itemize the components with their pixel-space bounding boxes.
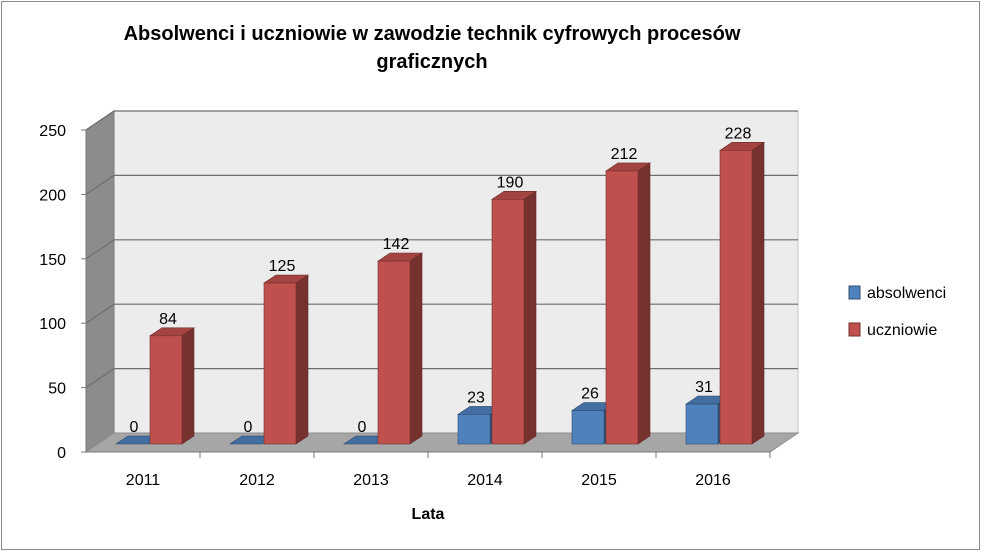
x-tick-label: 2011 xyxy=(126,472,161,489)
data-label: 125 xyxy=(269,258,296,275)
bar xyxy=(685,403,719,445)
legend: absolwenci uczniowie xyxy=(848,285,946,339)
gridline xyxy=(85,174,798,195)
x-axis-title: Lata xyxy=(412,506,445,523)
bar-side xyxy=(523,190,537,445)
x-tick-label: 2014 xyxy=(467,472,503,489)
data-label: 31 xyxy=(695,379,713,396)
bar xyxy=(571,410,605,445)
data-label: 190 xyxy=(497,174,524,191)
gridline xyxy=(85,110,798,131)
gridline xyxy=(85,239,798,260)
gridlines xyxy=(85,110,798,389)
x-tick-label: 2015 xyxy=(581,472,617,489)
legend-swatch xyxy=(848,322,861,337)
data-label: 23 xyxy=(467,389,485,406)
legend-label: uczniowie xyxy=(867,322,937,339)
y-tick-label: 250 xyxy=(39,123,66,140)
legend-swatch xyxy=(848,285,861,300)
data-label: 228 xyxy=(725,125,752,142)
data-label: 0 xyxy=(130,419,139,436)
data-label: 0 xyxy=(244,419,253,436)
x-tick-label: 2016 xyxy=(695,472,731,489)
y-tick-label: 50 xyxy=(48,381,66,398)
data-label: 84 xyxy=(159,311,177,328)
bars: 0 84 0 125 0 142 23 190 26 212 31 228 xyxy=(115,125,765,445)
axes: 0 50 100 150 200 250 2011 2012 2013 2014 2015 2016 L… xyxy=(39,123,771,523)
y-tick-label: 100 xyxy=(39,316,66,333)
bar-side xyxy=(181,327,195,445)
bar xyxy=(719,150,753,445)
data-label: 26 xyxy=(581,386,599,403)
bar xyxy=(149,335,183,445)
side-wall xyxy=(85,110,115,453)
legend-label: absolwenci xyxy=(867,285,946,302)
gridline xyxy=(85,303,798,324)
bar-side xyxy=(751,141,765,445)
chart-title: Absolwenci i uczniowie w zawodzie techni… xyxy=(123,23,741,73)
bar xyxy=(605,170,639,445)
y-tick-label: 150 xyxy=(39,252,66,269)
bar-side xyxy=(295,274,309,445)
bar xyxy=(263,282,297,445)
y-tick-label: 0 xyxy=(57,445,66,462)
x-tick-label: 2012 xyxy=(239,472,275,489)
gridline xyxy=(85,368,798,389)
y-tick-label: 200 xyxy=(39,187,66,204)
data-label: 142 xyxy=(383,236,410,253)
bar xyxy=(491,198,525,445)
data-label: 212 xyxy=(611,146,638,163)
bar xyxy=(377,260,411,445)
bar-side xyxy=(637,162,651,445)
bar xyxy=(457,414,491,445)
data-label: 0 xyxy=(358,419,367,436)
bar-side xyxy=(409,252,423,445)
x-tick-label: 2013 xyxy=(353,472,389,489)
